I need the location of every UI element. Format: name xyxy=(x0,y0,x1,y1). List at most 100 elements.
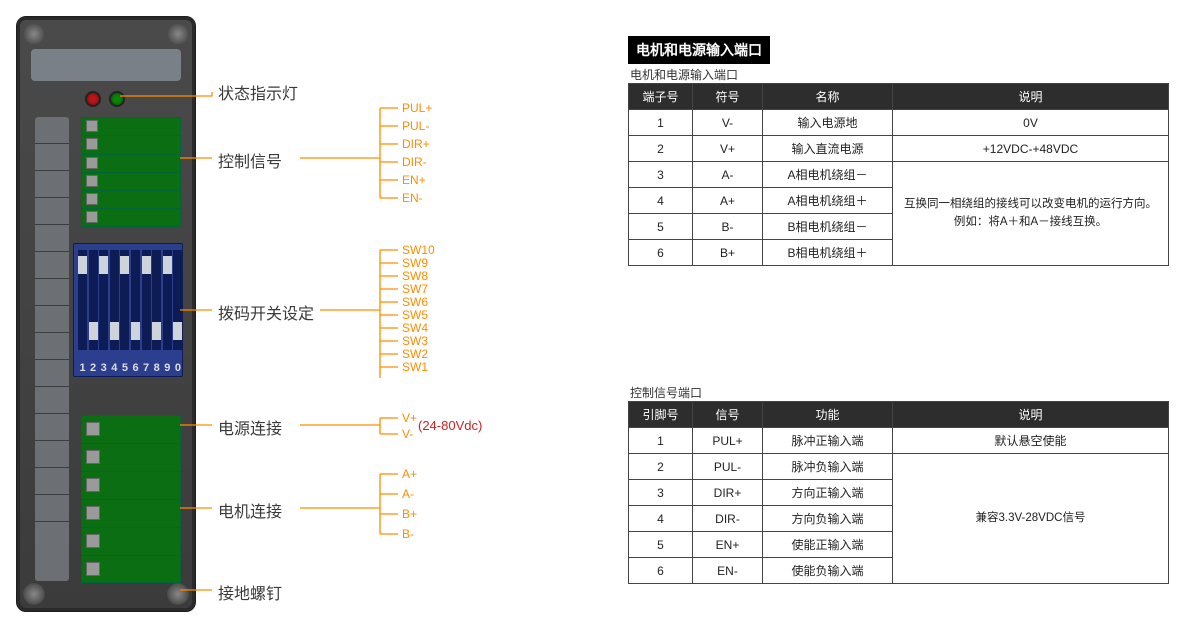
label-status-led: 状态指示灯 xyxy=(218,80,298,104)
dip-number: 7 xyxy=(141,362,152,374)
dip-switch: 1234567890 xyxy=(73,243,183,377)
table-row: 2V+输入直流电源+12VDC-+48VDC xyxy=(629,136,1169,162)
cell: B相电机绕组－ xyxy=(763,214,893,240)
status-led-green-icon xyxy=(109,91,125,107)
pin-label-signal: PUL+ xyxy=(402,101,432,115)
dip-number: 3 xyxy=(98,362,109,374)
page: 1234567890 xyxy=(0,0,1200,626)
power-motor-connector xyxy=(81,415,181,583)
dip-number: 8 xyxy=(151,362,162,374)
th: 说明 xyxy=(893,84,1169,110)
dip-number: 4 xyxy=(109,362,120,374)
label-ctrl-signal: 控制信号 xyxy=(218,148,282,172)
label-dip: 拨码开关设定 xyxy=(218,300,314,324)
cell: 方向负输入端 xyxy=(763,506,893,532)
cell: 默认悬空使能 xyxy=(893,428,1169,454)
pin-label-signal: EN- xyxy=(402,191,423,205)
cell: 方向正输入端 xyxy=(763,480,893,506)
screw-icon xyxy=(167,583,189,605)
voltage-note: (24-80Vdc) xyxy=(418,418,482,433)
pin-label-dip: SW2 xyxy=(402,347,428,361)
cell: 6 xyxy=(629,558,693,584)
cell: EN- xyxy=(693,558,763,584)
cell: A相电机绕组－ xyxy=(763,162,893,188)
th: 端子号 xyxy=(629,84,693,110)
cell: PUL+ xyxy=(693,428,763,454)
cell: 4 xyxy=(629,188,693,214)
pin-label-dip: SW10 xyxy=(402,243,435,257)
cell: 6 xyxy=(629,240,693,266)
dip-number: 9 xyxy=(162,362,173,374)
cell: A+ xyxy=(693,188,763,214)
table2-caption: 控制信号端口 xyxy=(630,384,1169,401)
cell: 0V xyxy=(893,110,1169,136)
table1: 端子号 符号 名称 说明 1V-输入电源地0V2V+输入直流电源+12VDC-+… xyxy=(628,83,1169,266)
th: 符号 xyxy=(693,84,763,110)
cell: 3 xyxy=(629,162,693,188)
th: 名称 xyxy=(763,84,893,110)
pin-label-dip: SW1 xyxy=(402,360,428,374)
cell: 4 xyxy=(629,506,693,532)
cell: 2 xyxy=(629,454,693,480)
cell: 脉冲正输入端 xyxy=(763,428,893,454)
cell: B相电机绕组＋ xyxy=(763,240,893,266)
pin-label-dip: SW6 xyxy=(402,295,428,309)
cell-merged: 互换同一相绕组的接线可以改变电机的运行方向。例如：将A＋和A－接线互换。 xyxy=(893,162,1169,266)
screw-icon xyxy=(23,583,45,605)
pin-label-signal: PUL- xyxy=(402,119,429,133)
cell: A相电机绕组＋ xyxy=(763,188,893,214)
screw-icon xyxy=(167,23,189,45)
cell: 输入直流电源 xyxy=(763,136,893,162)
pin-label-motor: A- xyxy=(402,487,414,501)
th: 说明 xyxy=(893,402,1169,428)
label-ground: 接地螺钉 xyxy=(218,580,282,604)
device-body: 1234567890 xyxy=(16,16,196,612)
cell: 使能负输入端 xyxy=(763,558,893,584)
table-row: 2PUL-脉冲负输入端兼容3.3V-28VDC信号 xyxy=(629,454,1169,480)
cell: 脉冲负输入端 xyxy=(763,454,893,480)
pin-label-power: V+ xyxy=(402,411,417,425)
cell: EN+ xyxy=(693,532,763,558)
cell: 使能正输入端 xyxy=(763,532,893,558)
dip-number: 0 xyxy=(172,362,183,374)
cell: PUL- xyxy=(693,454,763,480)
cell: 5 xyxy=(629,532,693,558)
cell: B- xyxy=(693,214,763,240)
table-power-motor: 电机和电源输入端口 电机和电源输入端口 端子号 符号 名称 说明 1V-输入电源… xyxy=(628,36,1169,266)
pin-label-dip: SW5 xyxy=(402,308,428,322)
cell: DIR- xyxy=(693,506,763,532)
pin-label-dip: SW4 xyxy=(402,321,428,335)
th: 功能 xyxy=(763,402,893,428)
pin-label-motor: B- xyxy=(402,527,414,541)
signal-connector xyxy=(81,117,181,227)
cell: 1 xyxy=(629,428,693,454)
cell: +12VDC-+48VDC xyxy=(893,136,1169,162)
cell: 3 xyxy=(629,480,693,506)
cell: B+ xyxy=(693,240,763,266)
pin-label-dip: SW3 xyxy=(402,334,428,348)
table-row: 1PUL+脉冲正输入端默认悬空使能 xyxy=(629,428,1169,454)
dip-number: 1 xyxy=(77,362,88,374)
cell: V+ xyxy=(693,136,763,162)
dip-number: 5 xyxy=(119,362,130,374)
pin-label-dip: SW9 xyxy=(402,256,428,270)
pin-label-signal: DIR+ xyxy=(402,137,430,151)
th: 信号 xyxy=(693,402,763,428)
table-ctrl-signal: 控制信号端口 引脚号 信号 功能 说明 1PUL+脉冲正输入端默认悬空使能2PU… xyxy=(628,382,1169,584)
table2: 引脚号 信号 功能 说明 1PUL+脉冲正输入端默认悬空使能2PUL-脉冲负输入… xyxy=(628,401,1169,584)
top-plate xyxy=(31,49,181,81)
pin-label-motor: B+ xyxy=(402,507,417,521)
cell: 5 xyxy=(629,214,693,240)
pin-label-dip: SW7 xyxy=(402,282,428,296)
status-led-red-icon xyxy=(85,91,101,107)
cell: 输入电源地 xyxy=(763,110,893,136)
pin-label-dip: SW8 xyxy=(402,269,428,283)
label-power: 电源连接 xyxy=(218,415,282,439)
cell: V- xyxy=(693,110,763,136)
pin-label-signal: EN+ xyxy=(402,173,426,187)
table-row: 3A-A相电机绕组－互换同一相绕组的接线可以改变电机的运行方向。例如：将A＋和A… xyxy=(629,162,1169,188)
side-rail xyxy=(35,117,69,581)
table1-caption: 电机和电源输入端口 xyxy=(628,36,770,64)
label-motor: 电机连接 xyxy=(218,498,282,522)
pin-label-signal: DIR- xyxy=(402,155,427,169)
